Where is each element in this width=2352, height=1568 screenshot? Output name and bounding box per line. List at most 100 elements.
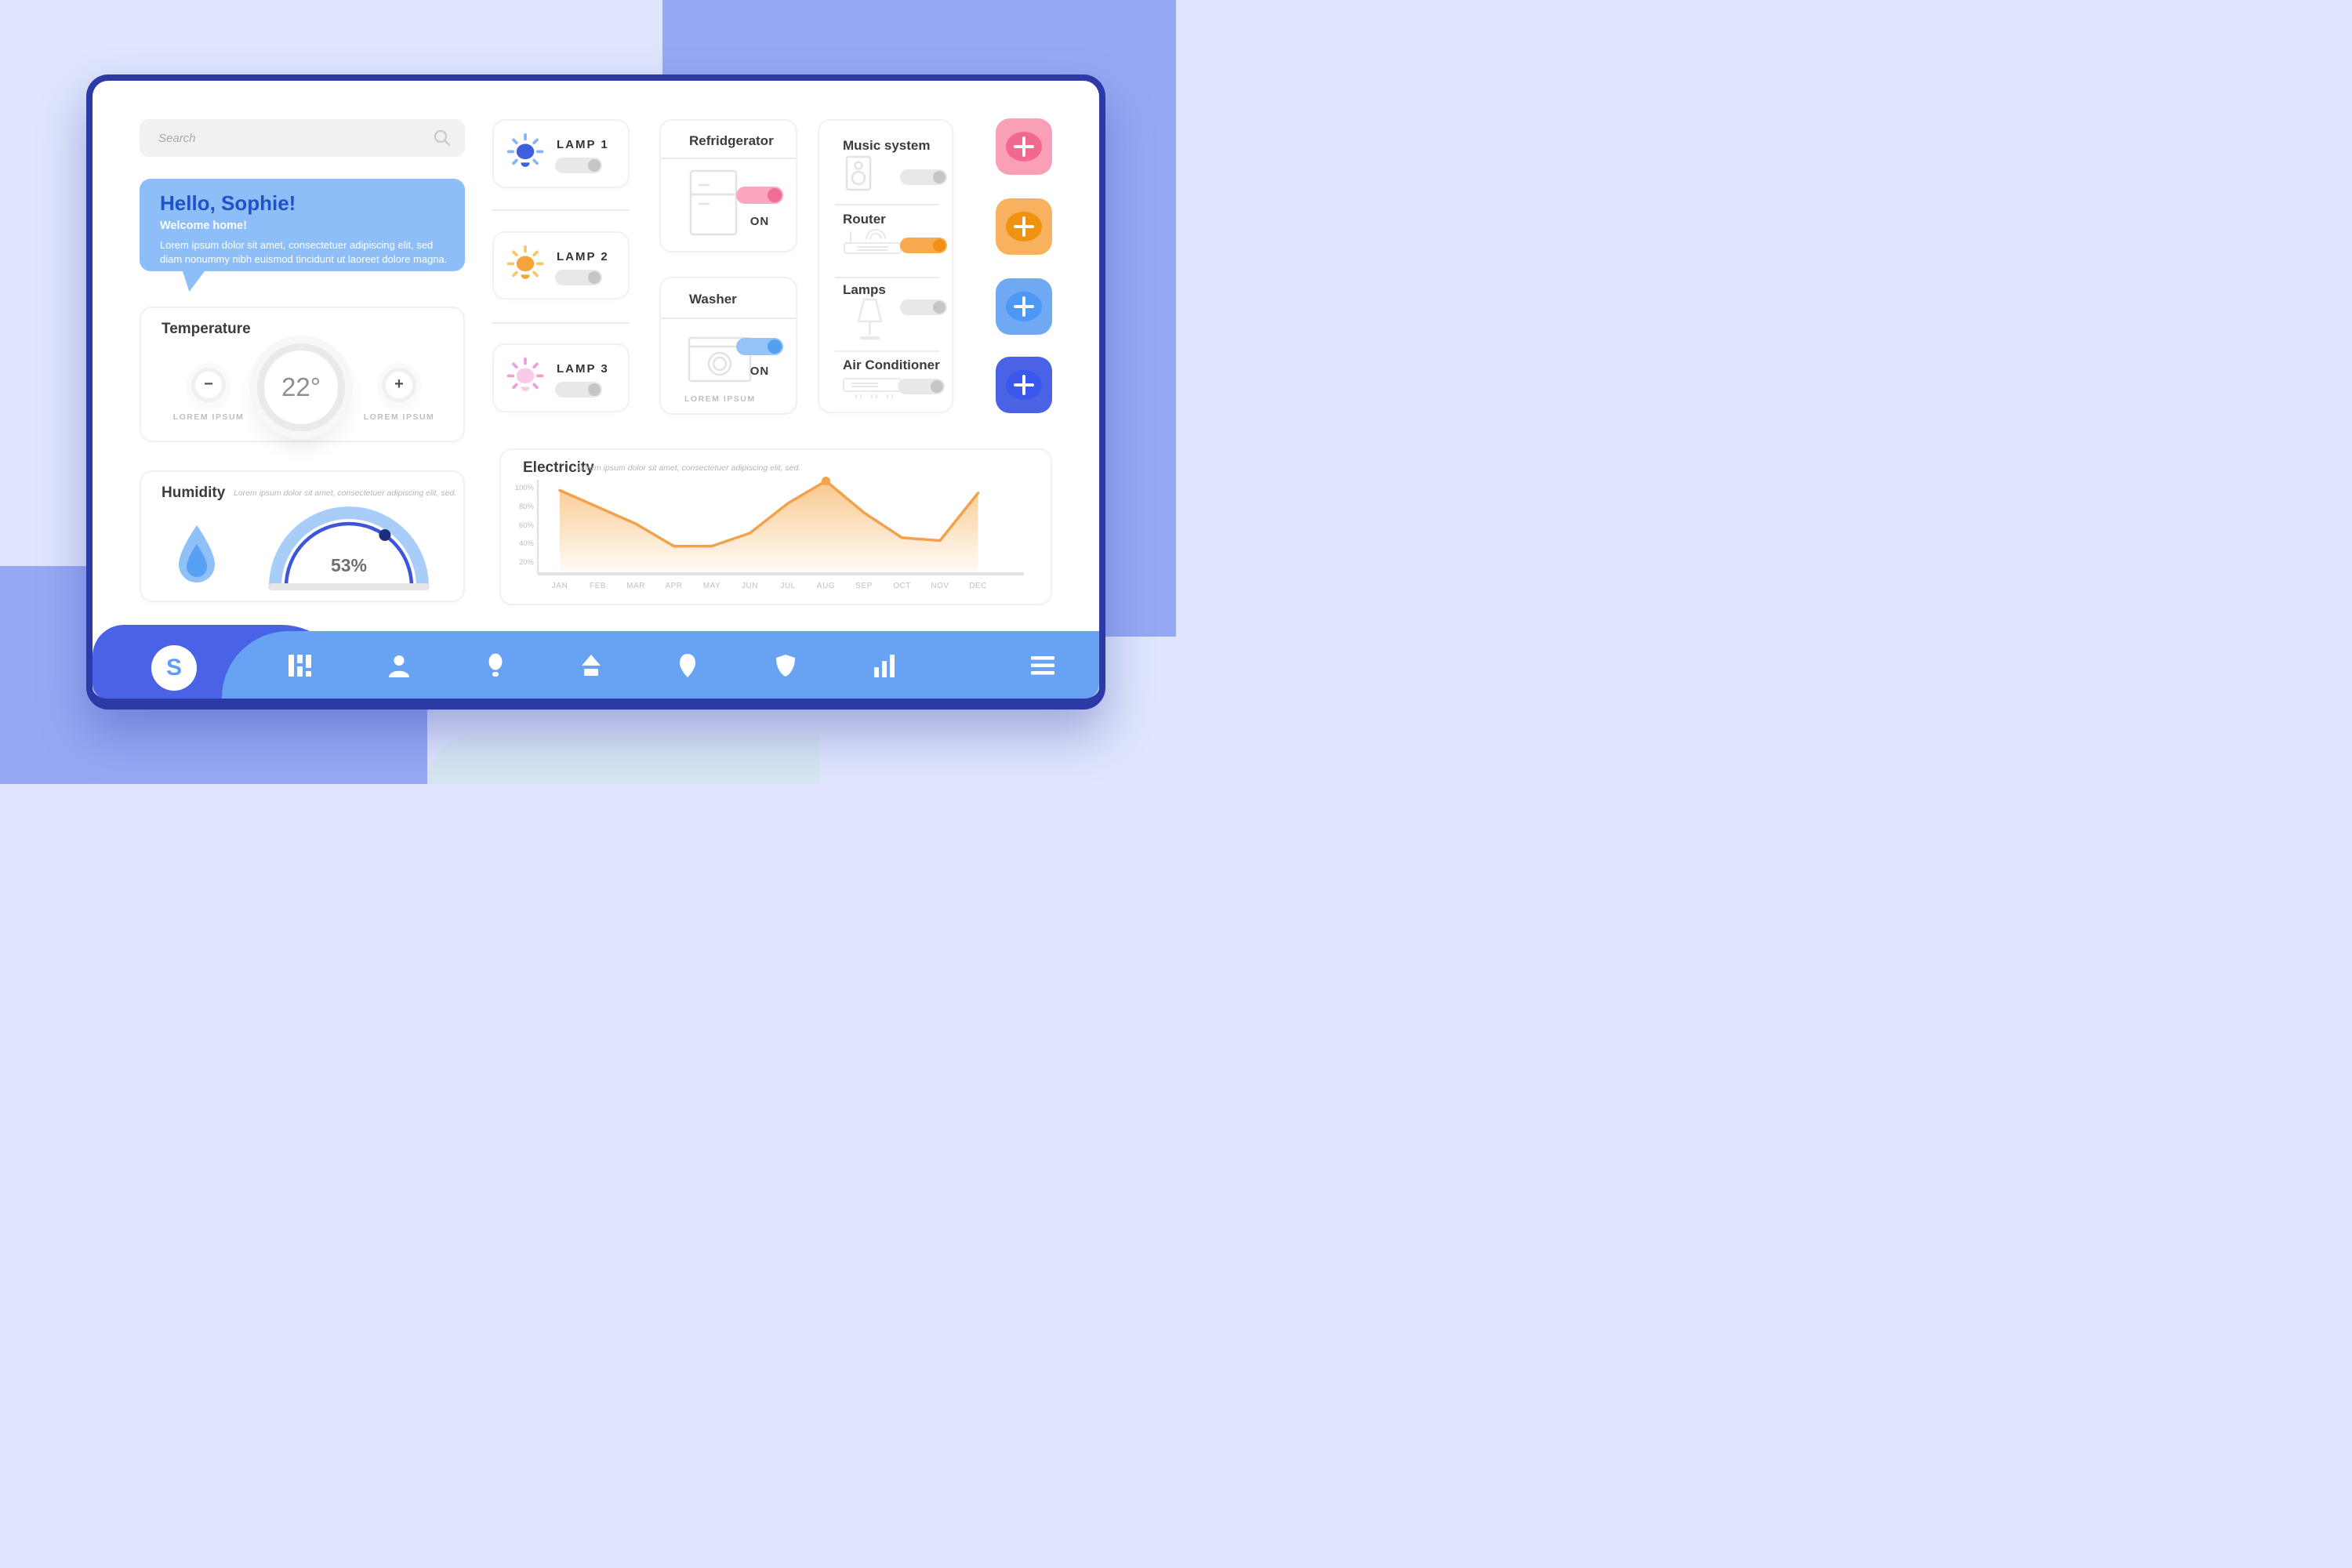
humidity-gauge-arc	[268, 506, 430, 590]
lamp-divider-1	[492, 209, 630, 211]
x-axis-label: JUL	[780, 582, 796, 590]
nav-icons-section	[222, 631, 1099, 699]
electricity-chart	[536, 477, 1024, 575]
electricity-area	[560, 481, 978, 574]
lamps-group-toggle-knob[interactable]	[933, 301, 946, 314]
air-conditioner-icon	[843, 378, 902, 398]
humidity-title: Humidity	[162, 485, 226, 501]
temperature-card: Temperature − 22° + LOREM IPSUM LOREM IP…	[140, 307, 465, 442]
electricity-card: Electricity Lorem ipsum dolor sit amet, …	[499, 448, 1052, 605]
lamp-2-card: LAMP 2	[492, 231, 630, 299]
washer-status: ON	[750, 365, 770, 378]
washer-toggle[interactable]	[736, 338, 783, 355]
table-lamp-icon	[857, 298, 883, 339]
router-icon	[844, 229, 902, 254]
search-bar	[140, 119, 465, 157]
device-router-label: Router	[843, 212, 886, 227]
washer-toggle-knob[interactable]	[768, 339, 782, 354]
lamp-3-toggle[interactable]	[555, 382, 602, 397]
y-axis-label: 20%	[518, 558, 534, 567]
speaker-icon	[845, 155, 872, 191]
refrigerator-status: ON	[750, 215, 770, 228]
x-axis-label: SEP	[855, 582, 873, 590]
humidity-gauge-handle	[379, 529, 391, 541]
shield-icon[interactable]	[775, 654, 796, 677]
lamp-2-bulb-icon	[506, 245, 544, 279]
lamp-1-toggle-knob[interactable]	[588, 159, 601, 172]
washer-card: Washer ON LOREM IPSUM	[659, 277, 797, 415]
air-conditioner-toggle[interactable]	[898, 379, 945, 394]
x-axis-label: JAN	[551, 582, 568, 590]
lamp-divider-2	[492, 322, 630, 324]
x-axis-label: MAY	[702, 582, 721, 590]
y-axis-label: 40%	[518, 539, 534, 549]
x-axis-label: AUG	[816, 582, 836, 590]
temperature-dial: 22°	[257, 343, 345, 431]
lamp-1-bulb-icon	[506, 133, 544, 167]
router-toggle[interactable]	[900, 238, 947, 253]
app-logo-letter: S	[165, 655, 182, 681]
lamp-3-label: LAMP 3	[557, 362, 609, 376]
dashboard-columns-icon[interactable]	[288, 654, 311, 677]
devices-divider-3	[835, 350, 939, 352]
temperature-title: Temperature	[162, 321, 251, 337]
location-pin-icon[interactable]	[679, 653, 696, 678]
menu-icon[interactable]	[1031, 656, 1054, 675]
greeting-subtitle: Welcome home!	[160, 220, 247, 232]
washer-title: Washer	[689, 292, 737, 307]
user-icon[interactable]	[387, 654, 411, 677]
lamps-group-toggle[interactable]	[900, 299, 947, 315]
search-input[interactable]	[140, 119, 465, 157]
temperature-decrease-button[interactable]: −	[191, 368, 226, 402]
bottom-nav: S	[93, 625, 1099, 699]
refrigerator-title: Refridgerator	[689, 133, 774, 148]
y-axis-label: 60%	[518, 521, 534, 530]
refrigerator-toggle-knob[interactable]	[768, 188, 782, 202]
lamp-1-card: LAMP 1	[492, 119, 630, 188]
device-lamps-label: Lamps	[843, 282, 886, 297]
lamp-2-label: LAMP 2	[557, 250, 609, 263]
music-system-toggle-knob[interactable]	[933, 171, 946, 183]
add-device-button-light-blue[interactable]	[996, 278, 1052, 335]
air-conditioner-toggle-knob[interactable]	[931, 380, 943, 393]
add-device-button-orange[interactable]	[996, 198, 1052, 255]
search-icon[interactable]	[434, 129, 451, 147]
temperature-increase-button[interactable]: +	[382, 368, 416, 402]
lamp-3-toggle-knob[interactable]	[588, 383, 601, 396]
app-logo[interactable]: S	[151, 645, 197, 691]
refrigerator-card: Refridgerator ON	[659, 119, 797, 252]
home-eject-icon[interactable]	[579, 654, 603, 677]
y-axis-label: 80%	[518, 502, 534, 511]
router-toggle-knob[interactable]	[933, 239, 946, 252]
electricity-line	[558, 479, 980, 548]
lamp-2-toggle[interactable]	[555, 270, 602, 285]
device-ac-label: Air Conditioner	[843, 358, 940, 372]
music-system-toggle[interactable]	[900, 169, 947, 185]
humidity-subtitle: Lorem ipsum dolor sit amet, consectetuer…	[234, 488, 457, 498]
x-axis-label: JUN	[742, 582, 758, 590]
temperature-value: 22°	[281, 372, 321, 401]
add-device-button-indigo[interactable]	[996, 357, 1052, 413]
lamp-3-bulb-icon	[506, 358, 544, 391]
greeting-bubble-tail	[183, 271, 205, 292]
lamp-1-toggle[interactable]	[555, 158, 602, 173]
x-axis-label: FEB	[590, 582, 606, 590]
x-axis-label: APR	[665, 582, 683, 590]
water-drop-icon	[179, 525, 215, 583]
humidity-gauge: 53%	[259, 499, 439, 597]
electricity-peak-dot	[822, 477, 830, 485]
washer-footnote: LOREM IPSUM	[684, 394, 756, 404]
electricity-title: Electricity	[523, 459, 594, 476]
add-device-button-pink[interactable]	[996, 118, 1052, 175]
humidity-value: 53%	[330, 555, 368, 575]
lightbulb-icon[interactable]	[487, 653, 504, 678]
dashboard-card: Hello, Sophie! Welcome home! Lorem ipsum…	[86, 74, 1105, 710]
lamp-2-toggle-knob[interactable]	[588, 271, 601, 284]
bar-chart-icon[interactable]	[873, 654, 895, 677]
device-music-label: Music system	[843, 138, 931, 153]
y-axis-label: 100%	[514, 484, 534, 492]
temperature-increase-label: LOREM IPSUM	[363, 412, 435, 422]
temperature-decrease-label: LOREM IPSUM	[172, 412, 245, 422]
refrigerator-toggle[interactable]	[736, 187, 783, 204]
greeting-bubble: Hello, Sophie! Welcome home! Lorem ipsum…	[140, 179, 465, 292]
